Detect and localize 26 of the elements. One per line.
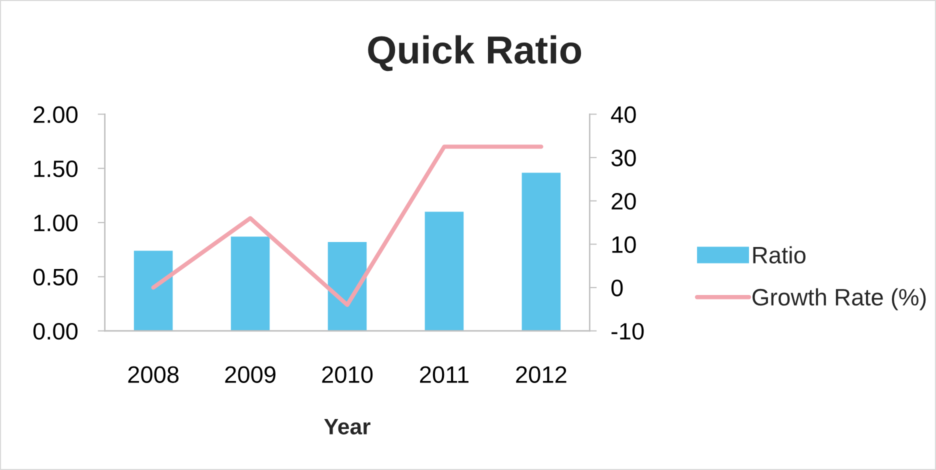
bar	[328, 242, 367, 331]
x-tick-label: 2010	[322, 366, 373, 383]
x-tick-label: 2009	[225, 366, 276, 383]
chart-title: Quick Ratio	[368, 35, 582, 72]
y2-tick-label: -10	[612, 322, 644, 340]
legend-label: Growth Rate (%)	[752, 288, 926, 310]
bar	[522, 172, 561, 331]
y-tick-label: 2.00	[34, 106, 78, 123]
y-tick-label: 1.00	[34, 214, 78, 232]
x-tick-label: 2008	[128, 366, 179, 383]
line-series	[151, 144, 544, 307]
legend-label: Ratio	[753, 246, 806, 264]
bar	[134, 250, 173, 331]
x-tick-label: 2011	[420, 366, 468, 383]
y2-tick-label: 20	[612, 192, 636, 210]
y-tick-label: 0.00	[33, 322, 78, 340]
y-tick-label: 0.50	[33, 268, 78, 286]
bar	[230, 236, 270, 331]
bar	[424, 212, 464, 331]
y2-tick-label: 10	[612, 236, 636, 253]
y-tick-label: 1.50	[34, 160, 78, 178]
x-axis-title: Year	[324, 418, 370, 434]
y2-tick-label: 30	[611, 150, 636, 166]
y2-tick-label: 40	[611, 106, 636, 123]
y2-tick-label: 0	[611, 280, 623, 296]
x-tick-label: 2012	[516, 366, 566, 383]
